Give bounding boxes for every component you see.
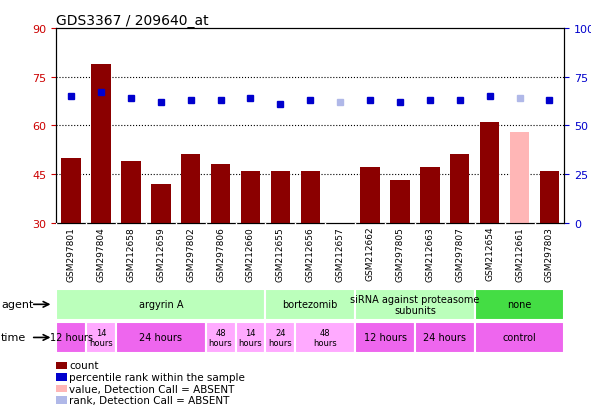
Text: GSM297807: GSM297807	[455, 226, 465, 281]
Bar	[355, 322, 415, 353]
Text: agent: agent	[1, 299, 34, 310]
Text: count: count	[69, 361, 99, 370]
Text: GSM297804: GSM297804	[96, 226, 105, 281]
Bar	[56, 322, 86, 353]
Bar	[510, 133, 530, 223]
Text: 14
hours: 14 hours	[239, 328, 262, 347]
Text: GSM212658: GSM212658	[126, 226, 135, 281]
Bar	[540, 171, 559, 223]
Bar	[211, 165, 230, 223]
Text: bortezomib: bortezomib	[282, 299, 338, 310]
Text: GSM212659: GSM212659	[156, 226, 165, 281]
Text: none: none	[507, 299, 532, 310]
Bar	[181, 155, 200, 223]
Bar	[265, 289, 355, 320]
Text: argyrin A: argyrin A	[138, 299, 183, 310]
Bar	[330, 223, 350, 288]
Bar	[236, 322, 265, 353]
Bar	[475, 322, 564, 353]
Bar	[475, 289, 564, 320]
Bar	[415, 322, 475, 353]
Bar	[86, 322, 116, 353]
Text: GSM212657: GSM212657	[336, 226, 345, 281]
Bar	[480, 123, 499, 223]
Text: GSM297806: GSM297806	[216, 226, 225, 281]
Text: GSM212661: GSM212661	[515, 226, 524, 281]
Text: GSM297802: GSM297802	[186, 226, 195, 281]
Bar	[390, 181, 410, 223]
Text: time: time	[1, 332, 27, 343]
Bar	[151, 184, 170, 223]
Bar	[271, 171, 290, 223]
Text: 24 hours: 24 hours	[139, 332, 182, 343]
Bar	[355, 289, 475, 320]
Bar	[265, 322, 296, 353]
Text: GSM212655: GSM212655	[276, 226, 285, 281]
Text: siRNA against proteasome
subunits: siRNA against proteasome subunits	[350, 294, 480, 316]
Bar	[116, 322, 206, 353]
Text: 12 hours: 12 hours	[50, 332, 93, 343]
Bar	[361, 168, 380, 223]
Text: GSM297803: GSM297803	[545, 226, 554, 281]
Bar	[206, 322, 236, 353]
Text: control: control	[503, 332, 537, 343]
Text: GDS3367 / 209640_at: GDS3367 / 209640_at	[56, 14, 209, 28]
Bar	[241, 171, 260, 223]
Bar	[121, 161, 141, 223]
Bar	[61, 158, 81, 223]
Text: GSM297805: GSM297805	[395, 226, 404, 281]
Text: rank, Detection Call = ABSENT: rank, Detection Call = ABSENT	[69, 395, 229, 405]
Text: percentile rank within the sample: percentile rank within the sample	[69, 372, 245, 382]
Bar	[91, 64, 111, 223]
Text: GSM297801: GSM297801	[67, 226, 76, 281]
Bar	[56, 289, 265, 320]
Bar	[450, 155, 469, 223]
Bar	[420, 168, 440, 223]
Text: 14
hours: 14 hours	[89, 328, 113, 347]
Text: 24 hours: 24 hours	[423, 332, 466, 343]
Text: 48
hours: 48 hours	[209, 328, 232, 347]
Text: 12 hours: 12 hours	[363, 332, 407, 343]
Text: value, Detection Call = ABSENT: value, Detection Call = ABSENT	[69, 384, 235, 394]
Text: GSM212660: GSM212660	[246, 226, 255, 281]
Bar	[296, 322, 355, 353]
Text: GSM212663: GSM212663	[426, 226, 434, 281]
Text: 24
hours: 24 hours	[268, 328, 293, 347]
Text: GSM212656: GSM212656	[306, 226, 315, 281]
Bar	[301, 171, 320, 223]
Text: GSM212662: GSM212662	[366, 226, 375, 281]
Text: GSM212654: GSM212654	[485, 226, 494, 281]
Text: 48
hours: 48 hours	[313, 328, 337, 347]
